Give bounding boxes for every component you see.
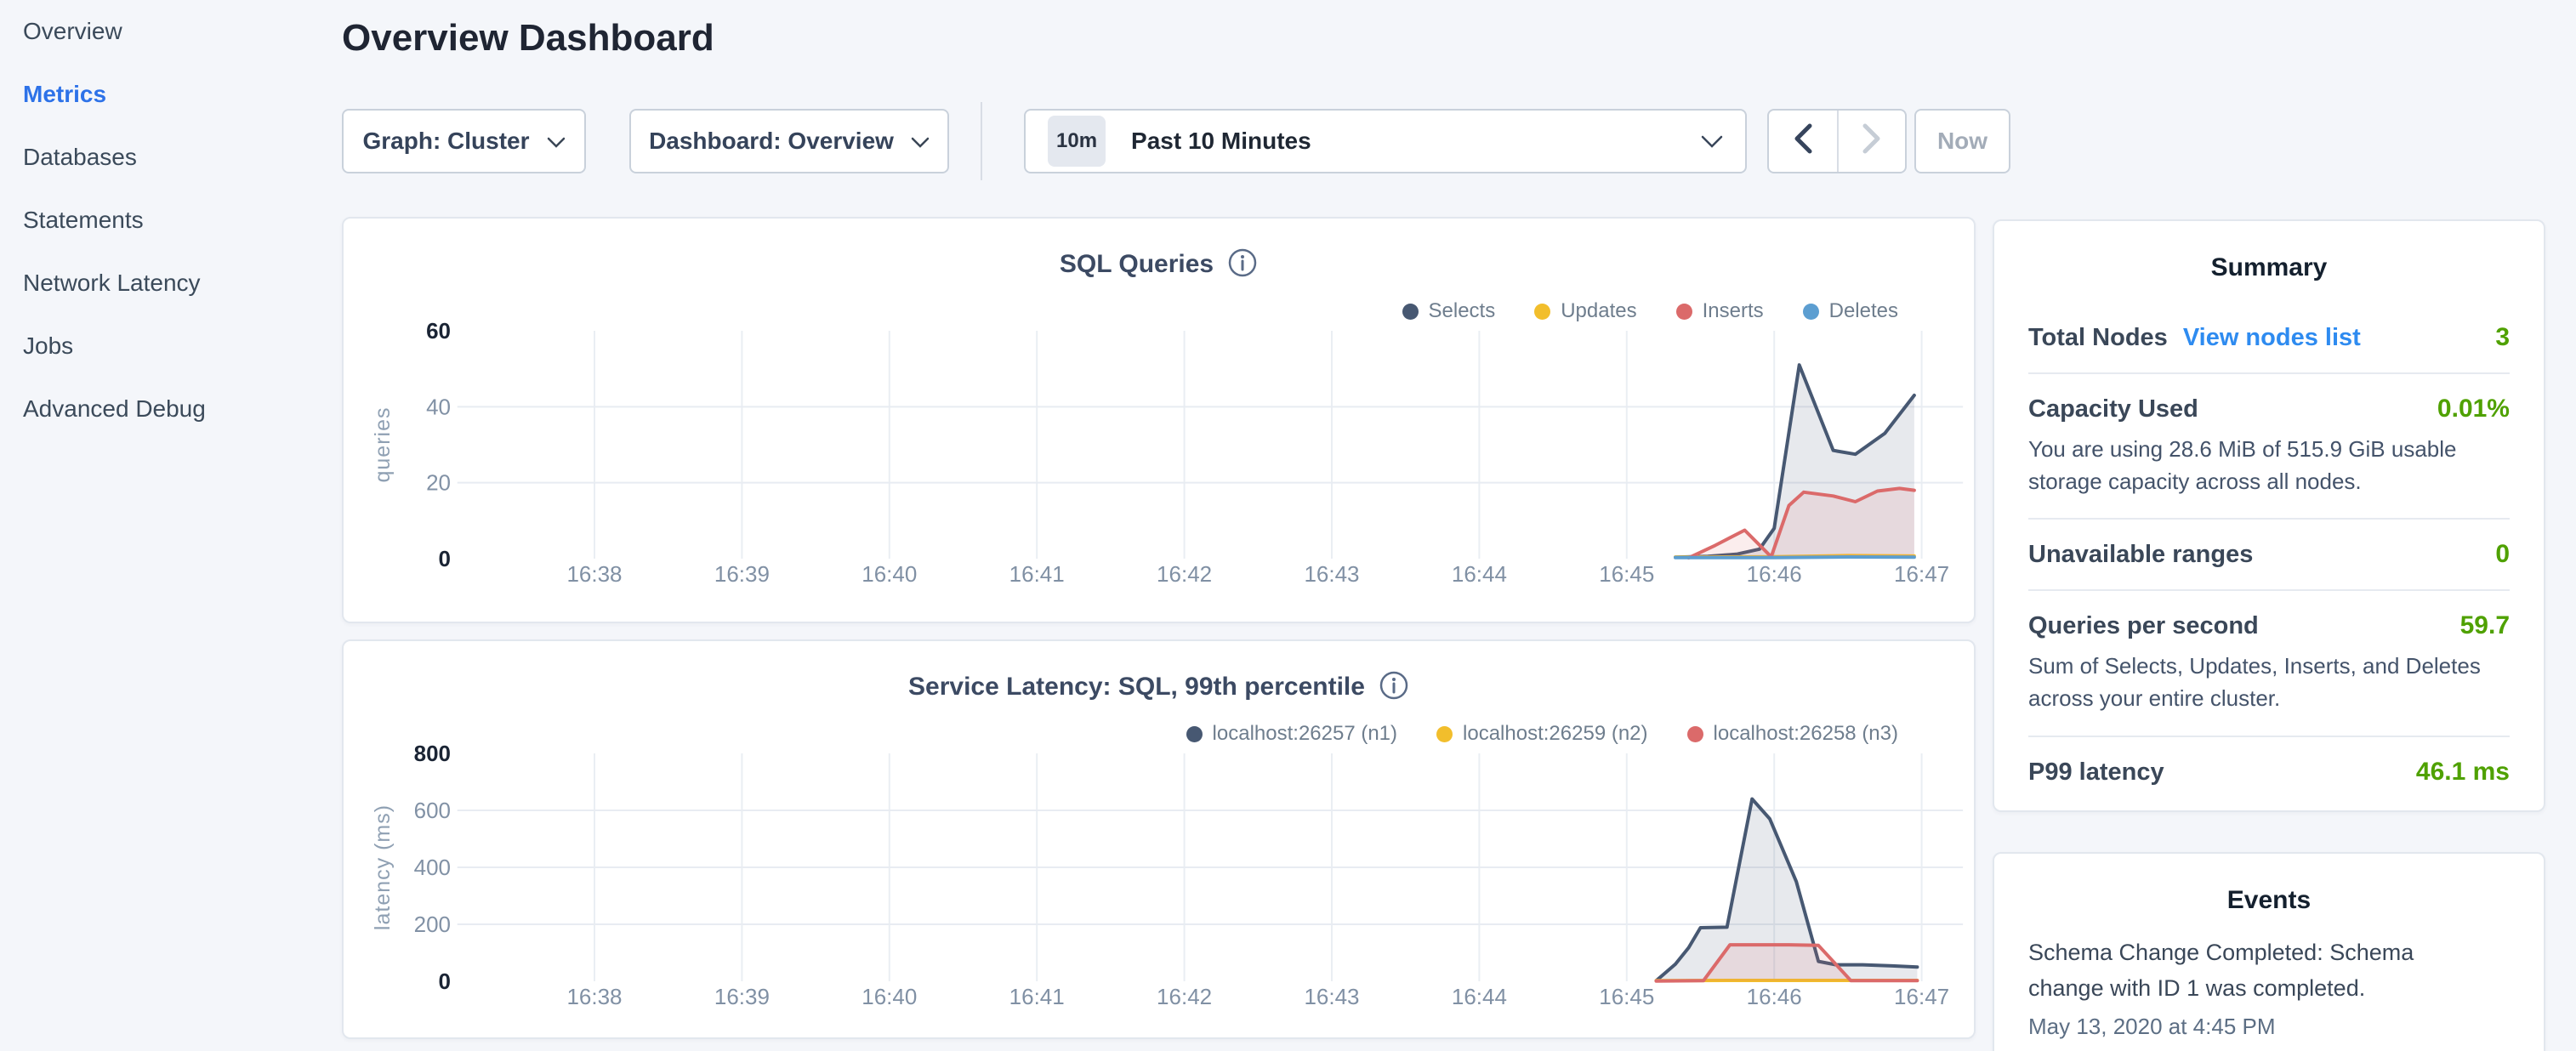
summary-row: P99 latency 46.1 ms bbox=[2028, 736, 2510, 807]
now-button[interactable]: Now bbox=[1914, 109, 2010, 173]
svg-text:16:43: 16:43 bbox=[1304, 984, 1359, 1009]
event-timestamp: May 13, 2020 at 4:45 PM bbox=[2028, 1014, 2510, 1040]
summary-row-label: Queries per second bbox=[2028, 612, 2259, 640]
events-title: Events bbox=[1994, 886, 2544, 915]
summary-row-label: P99 latency bbox=[2028, 758, 2164, 787]
svg-text:800: 800 bbox=[414, 741, 451, 766]
time-range-label: Past 10 Minutes bbox=[1131, 128, 1701, 155]
svg-text:40: 40 bbox=[426, 394, 451, 419]
summary-rows: Total Nodes View nodes list 3 Capacity Used… bbox=[1994, 303, 2544, 807]
event-text: Schema Change Completed: Schema change w… bbox=[2028, 935, 2462, 1007]
summary-row-label: Unavailable ranges bbox=[2028, 541, 2253, 569]
summary-row: Queries per second 59.7 Sum of Selects, Up… bbox=[2028, 589, 2510, 735]
sidebar-item-overview[interactable]: Overview bbox=[0, 0, 340, 63]
chevron-left-icon bbox=[1792, 122, 1814, 162]
chevron-down-icon bbox=[1701, 128, 1723, 155]
svg-text:20: 20 bbox=[426, 470, 451, 496]
svg-text:400: 400 bbox=[414, 855, 451, 880]
sidebar-item-network-latency[interactable]: Network Latency bbox=[0, 252, 340, 315]
svg-text:16:41: 16:41 bbox=[1009, 561, 1065, 587]
metrics-page: OverviewMetricsDatabasesStatementsNetwor… bbox=[0, 0, 2576, 1051]
summary-row-note: You are using 28.6 MiB of 515.9 GiB usab… bbox=[2028, 434, 2510, 497]
page-title: Overview Dashboard bbox=[342, 12, 714, 65]
svg-text:16:38: 16:38 bbox=[566, 984, 622, 1009]
svg-text:16:46: 16:46 bbox=[1747, 561, 1802, 587]
summary-panel: Summary Total Nodes View nodes list 3 Capac… bbox=[1993, 219, 2545, 812]
dashboard-dropdown-label: Dashboard: Overview bbox=[649, 128, 894, 155]
toolbar-divider bbox=[981, 102, 982, 180]
svg-text:16:44: 16:44 bbox=[1452, 984, 1507, 1009]
event-item: Schema Change Completed: Schema change w… bbox=[2028, 935, 2510, 1040]
time-range-badge: 10m bbox=[1048, 116, 1106, 167]
sidebar-nav: OverviewMetricsDatabasesStatementsNetwor… bbox=[0, 0, 340, 1051]
summary-row-value: 0.01% bbox=[2437, 395, 2510, 423]
svg-text:0: 0 bbox=[439, 546, 451, 571]
summary-row-note: Sum of Selects, Updates, Inserts, and De… bbox=[2028, 650, 2510, 714]
svg-text:16:39: 16:39 bbox=[714, 984, 770, 1009]
sql-queries-plot[interactable]: 16:38 16:39 16:40 16:41 16:42 16:43 16:44 16:45… bbox=[344, 219, 1977, 625]
time-pager bbox=[1767, 109, 1907, 173]
summary-row: Total Nodes View nodes list 3 bbox=[2028, 303, 2510, 372]
svg-text:queries: queries bbox=[371, 407, 395, 483]
svg-text:0: 0 bbox=[439, 969, 451, 994]
svg-text:200: 200 bbox=[414, 912, 451, 937]
service-latency-plot[interactable]: 16:38 16:39 16:40 16:41 16:42 16:43 16:44 16:45… bbox=[344, 641, 1977, 1041]
chevron-down-icon bbox=[911, 128, 930, 155]
svg-text:16:46: 16:46 bbox=[1747, 984, 1802, 1009]
summary-row-value: 3 bbox=[2495, 323, 2510, 352]
graph-dropdown[interactable]: Graph: Cluster bbox=[342, 109, 586, 173]
chevron-right-icon bbox=[1861, 122, 1883, 162]
events-panel: Events Schema Change Completed: Schema c… bbox=[1993, 852, 2545, 1051]
svg-text:16:41: 16:41 bbox=[1009, 984, 1065, 1009]
svg-text:16:45: 16:45 bbox=[1599, 984, 1654, 1009]
dashboard-dropdown[interactable]: Dashboard: Overview bbox=[629, 109, 949, 173]
sidebar-item-databases[interactable]: Databases bbox=[0, 126, 340, 189]
svg-text:16:43: 16:43 bbox=[1304, 561, 1359, 587]
time-range-selector[interactable]: 10m Past 10 Minutes bbox=[1024, 109, 1747, 173]
summary-row-value: 0 bbox=[2495, 540, 2510, 569]
now-button-label: Now bbox=[1937, 128, 1987, 155]
sidebar-list: OverviewMetricsDatabasesStatementsNetwor… bbox=[0, 0, 340, 440]
sidebar-item-jobs[interactable]: Jobs bbox=[0, 315, 340, 378]
summary-row-value: 46.1 ms bbox=[2416, 758, 2510, 787]
summary-row: Unavailable ranges 0 bbox=[2028, 518, 2510, 589]
time-back-button[interactable] bbox=[1769, 111, 1837, 172]
sidebar-item-metrics[interactable]: Metrics bbox=[0, 63, 340, 126]
svg-text:16:44: 16:44 bbox=[1452, 561, 1507, 587]
svg-text:16:40: 16:40 bbox=[862, 561, 917, 587]
svg-text:16:42: 16:42 bbox=[1157, 561, 1212, 587]
summary-row-label: Total Nodes bbox=[2028, 324, 2168, 352]
chevron-down-icon bbox=[547, 128, 566, 155]
svg-text:16:42: 16:42 bbox=[1157, 984, 1212, 1009]
graph-dropdown-label: Graph: Cluster bbox=[362, 128, 529, 155]
sidebar-item-advanced-debug[interactable]: Advanced Debug bbox=[0, 378, 340, 440]
svg-text:16:47: 16:47 bbox=[1894, 984, 1949, 1009]
sql-queries-chart-card: SQL Queries SelectsUpdatesInsertsDeletes… bbox=[342, 217, 1976, 623]
svg-text:16:38: 16:38 bbox=[566, 561, 622, 587]
summary-row-value: 59.7 bbox=[2460, 611, 2510, 640]
svg-text:16:40: 16:40 bbox=[862, 984, 917, 1009]
summary-title: Summary bbox=[1994, 253, 2544, 282]
sidebar-item-statements[interactable]: Statements bbox=[0, 189, 340, 252]
service-latency-chart-card: Service Latency: SQL, 99th percentile lo… bbox=[342, 639, 1976, 1039]
svg-text:16:45: 16:45 bbox=[1599, 561, 1654, 587]
svg-text:600: 600 bbox=[414, 798, 451, 823]
summary-row-label: Capacity Used bbox=[2028, 395, 2198, 423]
time-forward-button[interactable] bbox=[1837, 111, 1905, 172]
view-nodes-list-link[interactable]: View nodes list bbox=[2183, 324, 2361, 352]
svg-text:60: 60 bbox=[426, 318, 451, 344]
svg-text:latency (ms): latency (ms) bbox=[371, 804, 395, 930]
summary-row: Capacity Used 0.01% You are using 28.6 MiB… bbox=[2028, 372, 2510, 518]
svg-text:16:39: 16:39 bbox=[714, 561, 770, 587]
svg-text:16:47: 16:47 bbox=[1894, 561, 1949, 587]
